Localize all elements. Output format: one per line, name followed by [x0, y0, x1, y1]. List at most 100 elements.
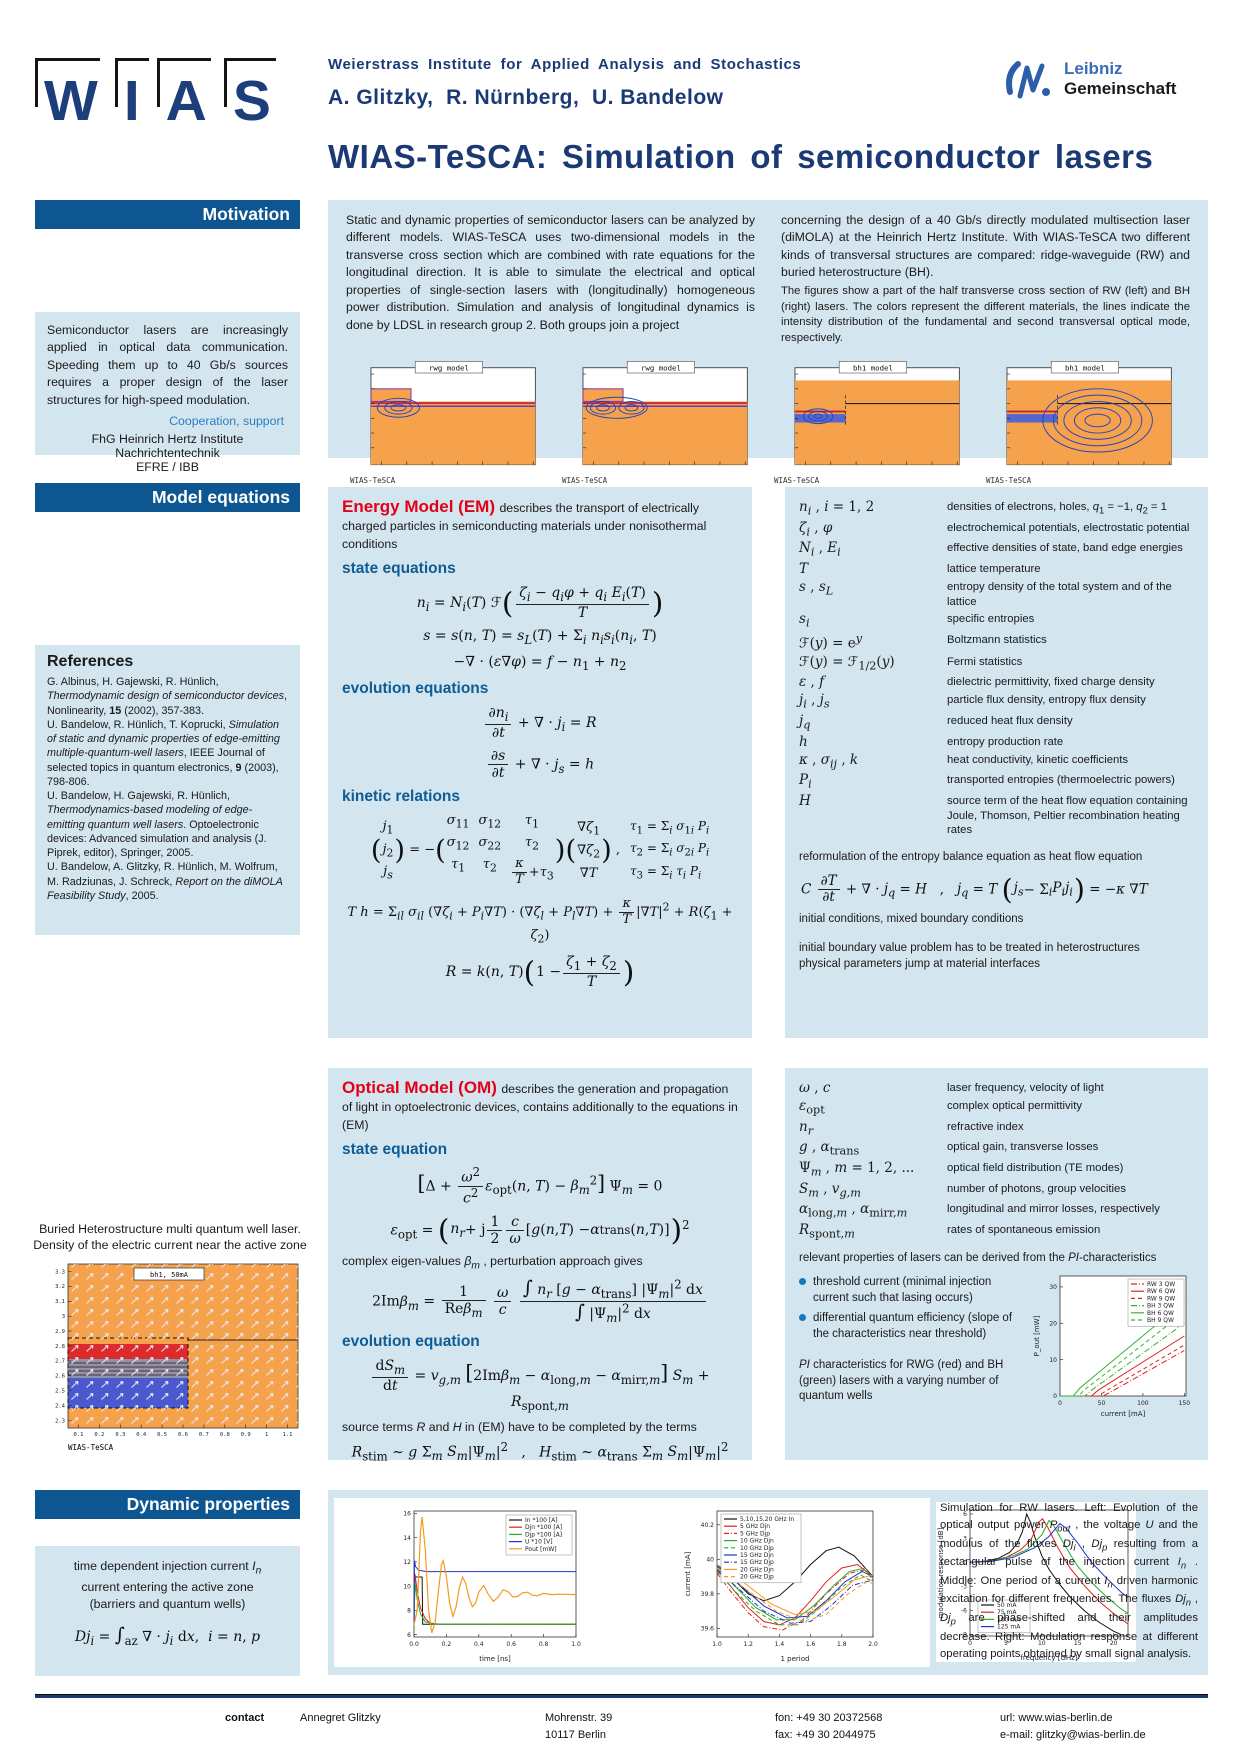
symbol-description: reduced heat flux density [947, 714, 1073, 727]
svg-text:frequency [GHz]: frequency [GHz] [1020, 1654, 1077, 1662]
wias-logo-letter: A [156, 58, 220, 130]
svg-text:5 GHz Djp: 5 GHz Djp [740, 1530, 770, 1537]
pi-relevant-text: relevant properties of lasers can be der… [799, 1251, 1157, 1264]
symbol: si [799, 611, 810, 631]
om-state-eq-1: [Δ + ω2 c2 εopt(n, T) − βm2] Ψm = 0 [417, 1165, 663, 1207]
energy-model-panel: Energy Model (EM) describes the transpor… [328, 487, 752, 1038]
symbol: ε , f [799, 674, 825, 691]
svg-text:10 GHz Djp: 10 GHz Djp [740, 1544, 774, 1551]
symbol-description: particle flux density, entropy flux dens… [947, 694, 1146, 707]
symbol-description: densities of electrons, holes, q1 = −1, … [947, 501, 1167, 516]
svg-text:BH 9 QW: BH 9 QW [1147, 1317, 1174, 1324]
symbol: T [799, 561, 809, 578]
optical-model-title: Optical Model (OM) [342, 1078, 497, 1097]
symbol: jq [799, 712, 811, 732]
leibniz-logo: Leibniz Gemeinschaft [1000, 52, 1176, 106]
dynamic-panel: 0.0 0.2 0.4 0.6 0.8 1.0 6 8 10 12 14 16 time [ns] In … [328, 1490, 1208, 1675]
symbol: εopt [799, 1098, 825, 1117]
svg-text:20: 20 [1049, 1321, 1057, 1328]
svg-text:time [ns]: time [ns] [479, 1655, 511, 1663]
em-heat-flow-eq: C ∂T∂t + ∇ · jq = H , jq = T js − Σi Pi … [801, 873, 1194, 906]
optical-model-panel: Optical Model (OM) describes the generat… [328, 1068, 752, 1463]
svg-text:1.1: 1.1 [283, 1432, 293, 1438]
svg-text:2.3: 2.3 [55, 1418, 65, 1424]
symbol-description: source term of the heat flow equation co… [947, 795, 1188, 837]
symbol: Rspont,m [799, 1222, 855, 1241]
svg-text:-6: -6 [961, 1608, 967, 1615]
bullet-icon [799, 1278, 806, 1286]
svg-text:100: 100 [1137, 1400, 1149, 1407]
wias-logo-letter: S [223, 58, 284, 130]
pi-bullet-2: differential quantum efficiency (slope o… [799, 1311, 1024, 1342]
symbol-description: effective densities of state, band edge … [947, 542, 1183, 555]
symbol: αlong,m , αmirr,m [799, 1201, 908, 1221]
svg-text:1.4: 1.4 [774, 1641, 784, 1648]
svg-text:0.6: 0.6 [506, 1641, 516, 1648]
figure-wias-caption: WIAS-TeSCA [68, 1443, 114, 1452]
motivation-sidebar: Semiconductor lasers are increasingly ap… [35, 312, 300, 474]
em-reformulation-note: reformulation of the entropy balance equ… [799, 851, 1143, 864]
svg-text:6: 6 [407, 1631, 411, 1638]
motivation-panel: Static and dynamic properties of semicon… [328, 200, 1208, 485]
reference-item: U. Bandelow, R. Hünlich, T. Koprucki, Si… [47, 718, 280, 788]
em-kinetic-taus: τ1 = Σi σ1i Pi τ2 = Σi σ2i Pi τ3 = Σi τi P… [630, 818, 710, 882]
symbol: Pi [799, 772, 812, 792]
symbol-description: number of photons, group velocities [947, 1182, 1126, 1195]
em-state-eq-1: ni = Ni(T) ℱζi − qiφ + qi Ei(T)T [342, 585, 738, 621]
institute-name: Weierstrass Institute for Applied Analys… [328, 56, 802, 73]
svg-text:Djn *100 [A]: Djn *100 [A] [525, 1524, 562, 1531]
symbol-description: lattice temperature [947, 563, 1041, 576]
svg-text:3.1: 3.1 [55, 1299, 65, 1305]
figure-label: rwg model [429, 363, 469, 372]
wias-logo-letter: I [114, 58, 153, 130]
svg-text:15 GHz Djn: 15 GHz Djn [740, 1552, 774, 1559]
svg-text:10 GHz Djn: 10 GHz Djn [740, 1537, 774, 1544]
symbol-description: entropy density of the total system and … [947, 581, 1172, 608]
figure-label: rwg model [641, 363, 681, 372]
svg-text:14: 14 [403, 1534, 411, 1541]
svg-text:0.4: 0.4 [136, 1432, 147, 1438]
symbol: ζi , φ [799, 519, 833, 539]
svg-text:1 period: 1 period [780, 1655, 809, 1663]
svg-text:3: 3 [963, 1535, 967, 1542]
svg-text:0.2: 0.2 [94, 1432, 104, 1438]
cross-section-figure-bh1: bh1 model WIAS-TeSCA [774, 353, 974, 485]
svg-text:40.2: 40.2 [700, 1522, 714, 1529]
svg-text:5,10,15,20 GHz In: 5,10,15,20 GHz In [740, 1516, 794, 1523]
pi-chart-caption: PI characteristics for RWG (red) and BH … [799, 1359, 1004, 1403]
svg-text:2.9: 2.9 [55, 1329, 65, 1335]
svg-text:39.6: 39.6 [700, 1625, 714, 1632]
motivation-text-col2b: The figures show a part of the half tran… [781, 284, 1190, 345]
symbol-description: laser frequency, velocity of light [947, 1082, 1104, 1094]
figure-wias-caption: WIAS-TeSCA [562, 476, 608, 486]
svg-text:1.6: 1.6 [805, 1641, 815, 1648]
figure-wias-caption: WIAS-TeSCA [774, 476, 820, 486]
symbol: h [799, 733, 808, 750]
em-symbols-panel: ni , i = 1, 2 densities of electrons, hol… [785, 487, 1208, 1038]
pi-bullet-1: threshold current (minimal injection cur… [799, 1275, 1024, 1306]
om-evolution-eq: dSm dt = vg,m [2Imβm − αlong,m − αmirr,m]… [342, 1358, 738, 1413]
om-state-equation-label: state equation [342, 1141, 448, 1158]
figure-label: bh1 model [1065, 363, 1105, 372]
leibniz-logo-icon [1006, 61, 1050, 99]
svg-text:30: 30 [1049, 1284, 1057, 1291]
svg-text:5 GHz Djn: 5 GHz Djn [740, 1523, 770, 1530]
dynamic-charts-panel: 0.0 0.2 0.4 0.6 0.8 1.0 6 8 10 12 14 16 time [ns] In … [334, 1498, 930, 1667]
symbol: κ , σij , k [799, 751, 859, 771]
footer-contact-label: contact [225, 1712, 265, 1724]
footer-phone: fon: +49 30 20372568 fax: +49 30 2044975 [775, 1712, 883, 1742]
svg-text:-9: -9 [961, 1632, 967, 1639]
em-heat-production-eq: T h = Σil σil (∇ζi + Pi∇T) · (∇ζl + Pl∇T… [347, 896, 733, 946]
symbol: Ni , Ei [799, 540, 841, 560]
wias-logo-letter: W [35, 58, 111, 130]
svg-text:0: 0 [963, 1559, 967, 1566]
svg-text:2.4: 2.4 [55, 1403, 66, 1409]
svg-text:3.3: 3.3 [55, 1269, 65, 1275]
reference-item: U. Bandelow, H. Gajewski, R. Hünlich, Th… [47, 790, 267, 859]
pi-chart: 0 50 100 150 0 10 20 30 current [mA] P_out [mW] RW… [1033, 1275, 1190, 1418]
symbol-description: electrochemical potentials, electrostati… [947, 521, 1190, 534]
svg-text:10: 10 [1038, 1640, 1046, 1647]
symbol: s , sL [799, 579, 834, 598]
motivation-sidebar-text: Semiconductor lasers are increasingly ap… [47, 323, 288, 407]
